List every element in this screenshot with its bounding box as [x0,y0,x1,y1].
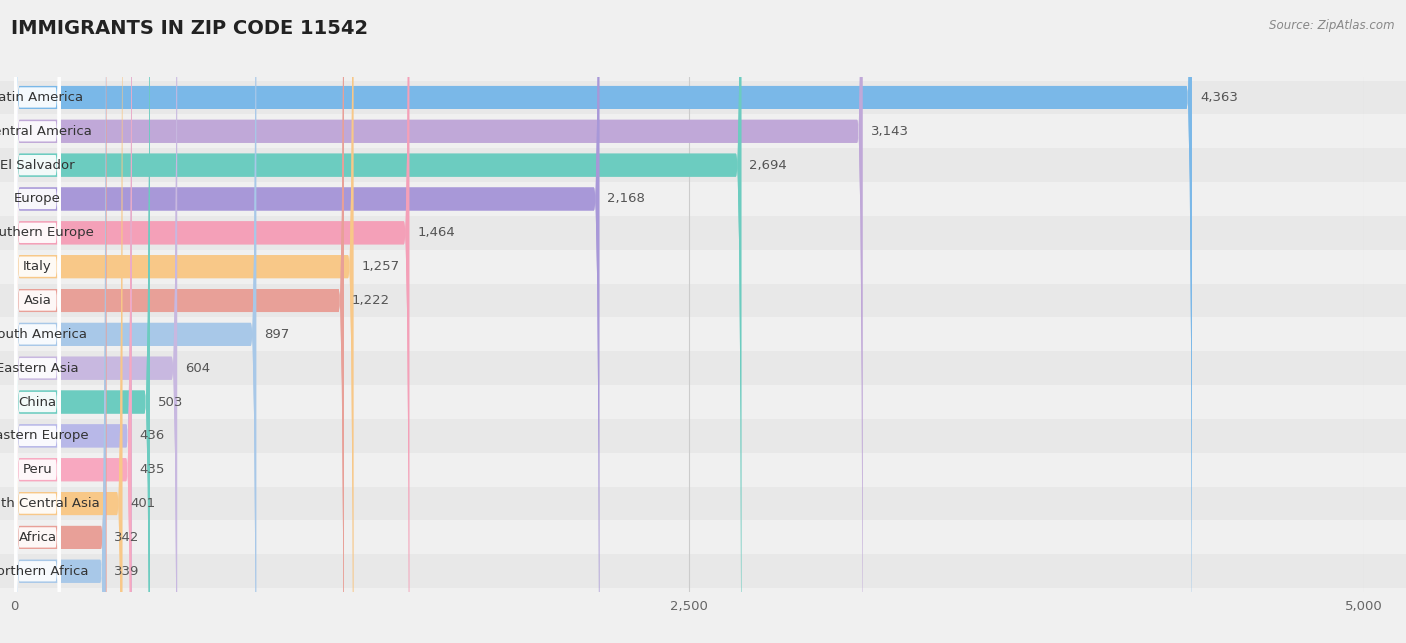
FancyBboxPatch shape [0,114,1406,149]
FancyBboxPatch shape [14,0,150,643]
FancyBboxPatch shape [14,0,60,643]
FancyBboxPatch shape [14,0,60,643]
Text: 401: 401 [131,497,156,510]
FancyBboxPatch shape [14,0,132,643]
FancyBboxPatch shape [0,419,1406,453]
Text: 1,257: 1,257 [361,260,399,273]
FancyBboxPatch shape [14,0,177,643]
FancyBboxPatch shape [14,0,353,643]
Text: 604: 604 [186,362,211,375]
Text: Eastern Asia: Eastern Asia [0,362,79,375]
FancyBboxPatch shape [0,182,1406,216]
FancyBboxPatch shape [14,0,409,643]
FancyBboxPatch shape [14,0,60,643]
FancyBboxPatch shape [14,0,132,643]
FancyBboxPatch shape [14,0,60,643]
FancyBboxPatch shape [14,0,741,643]
FancyBboxPatch shape [14,0,122,643]
Text: China: China [18,395,56,408]
Text: Italy: Italy [22,260,52,273]
Text: South America: South America [0,328,87,341]
FancyBboxPatch shape [14,0,177,643]
FancyBboxPatch shape [0,520,1406,554]
FancyBboxPatch shape [14,0,60,643]
Text: 1,222: 1,222 [352,294,389,307]
FancyBboxPatch shape [14,0,105,643]
FancyBboxPatch shape [14,0,344,643]
Text: 339: 339 [114,565,139,578]
Text: 436: 436 [139,430,165,442]
FancyBboxPatch shape [14,0,60,643]
Text: Central America: Central America [0,125,91,138]
FancyBboxPatch shape [0,80,1406,114]
FancyBboxPatch shape [14,0,60,643]
FancyBboxPatch shape [0,216,1406,249]
FancyBboxPatch shape [14,0,60,643]
FancyBboxPatch shape [0,487,1406,520]
Text: 435: 435 [139,463,165,476]
FancyBboxPatch shape [14,0,862,643]
FancyBboxPatch shape [14,0,409,643]
Text: Southern Europe: Southern Europe [0,226,93,239]
FancyBboxPatch shape [0,284,1406,318]
FancyBboxPatch shape [0,149,1406,182]
Text: Africa: Africa [18,531,56,544]
FancyBboxPatch shape [14,0,107,643]
Text: Latin America: Latin America [0,91,83,104]
Text: Peru: Peru [22,463,52,476]
Text: Source: ZipAtlas.com: Source: ZipAtlas.com [1270,19,1395,32]
Text: Eastern Europe: Eastern Europe [0,430,89,442]
FancyBboxPatch shape [0,453,1406,487]
FancyBboxPatch shape [0,351,1406,385]
FancyBboxPatch shape [14,0,353,643]
FancyBboxPatch shape [14,0,60,643]
FancyBboxPatch shape [14,0,105,643]
FancyBboxPatch shape [14,0,741,643]
FancyBboxPatch shape [14,0,599,643]
FancyBboxPatch shape [14,0,60,643]
Text: 503: 503 [157,395,183,408]
FancyBboxPatch shape [14,0,132,643]
Text: 897: 897 [264,328,290,341]
FancyBboxPatch shape [14,0,60,643]
Text: 342: 342 [114,531,139,544]
FancyBboxPatch shape [14,0,344,643]
FancyBboxPatch shape [0,249,1406,284]
Text: 1,464: 1,464 [418,226,456,239]
Text: 2,168: 2,168 [607,192,645,206]
FancyBboxPatch shape [0,385,1406,419]
FancyBboxPatch shape [14,0,122,643]
FancyBboxPatch shape [14,0,60,643]
FancyBboxPatch shape [14,0,60,643]
Text: Northern Africa: Northern Africa [0,565,89,578]
Text: 3,143: 3,143 [870,125,908,138]
Text: Asia: Asia [24,294,52,307]
FancyBboxPatch shape [14,0,256,643]
Text: Europe: Europe [14,192,60,206]
FancyBboxPatch shape [14,0,60,643]
FancyBboxPatch shape [14,0,132,643]
FancyBboxPatch shape [0,554,1406,588]
FancyBboxPatch shape [14,0,60,643]
Text: South Central Asia: South Central Asia [0,497,100,510]
Text: El Salvador: El Salvador [0,159,75,172]
FancyBboxPatch shape [0,318,1406,351]
FancyBboxPatch shape [14,0,862,643]
Text: IMMIGRANTS IN ZIP CODE 11542: IMMIGRANTS IN ZIP CODE 11542 [11,19,368,39]
FancyBboxPatch shape [14,0,256,643]
FancyBboxPatch shape [14,0,107,643]
FancyBboxPatch shape [14,0,1192,643]
FancyBboxPatch shape [14,0,599,643]
Text: 2,694: 2,694 [749,159,787,172]
Text: 4,363: 4,363 [1199,91,1237,104]
FancyBboxPatch shape [14,0,150,643]
FancyBboxPatch shape [14,0,1192,643]
